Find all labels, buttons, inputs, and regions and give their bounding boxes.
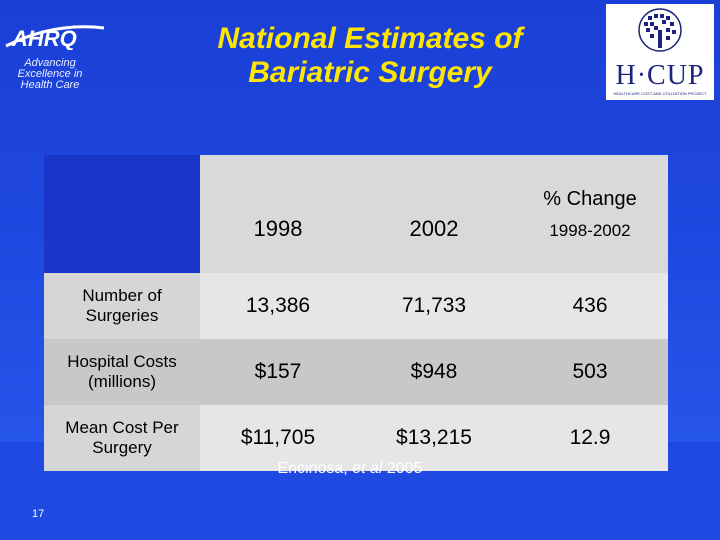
title-line-2: Bariatric Surgery bbox=[248, 56, 492, 89]
row-value-1998: $11,705 bbox=[200, 405, 356, 471]
header-1998: 1998 bbox=[200, 155, 356, 273]
row-value-1998: $157 bbox=[200, 339, 356, 405]
row-value-2002: 71,733 bbox=[356, 273, 512, 339]
row-value-2002: $13,215 bbox=[356, 405, 512, 471]
bariatric-surgery-table: 1998 2002 % Change 1998-2002 Number of S… bbox=[44, 155, 668, 471]
table-row: Hospital Costs (millions) $157 $948 503 bbox=[44, 339, 668, 405]
hcup-logo-text: H·CUP bbox=[615, 60, 705, 91]
citation-et-al: et al bbox=[352, 460, 383, 477]
ahrq-tagline: Advancing Excellence in Health Care bbox=[17, 57, 83, 91]
row-label: Number of Surgeries bbox=[44, 273, 200, 339]
table-header-row: 1998 2002 % Change 1998-2002 bbox=[44, 155, 668, 273]
row-label: Hospital Costs (millions) bbox=[44, 339, 200, 405]
citation-authors: Encinosa, bbox=[277, 460, 353, 477]
row-value-change: 12.9 bbox=[512, 405, 668, 471]
header-percent-change: % Change 1998-2002 bbox=[512, 155, 668, 273]
citation: Encinosa, et al 2005 bbox=[200, 460, 500, 478]
page-title: National Estimates of Bariatric Surgery bbox=[180, 22, 560, 90]
header-percent-change-line2: 1998-2002 bbox=[549, 220, 631, 240]
table-row: Number of Surgeries 13,386 71,733 436 bbox=[44, 273, 668, 339]
row-label: Mean Cost Per Surgery bbox=[44, 405, 200, 471]
header-percent-change-line1: % Change bbox=[543, 187, 637, 210]
header-2002: 2002 bbox=[356, 155, 512, 273]
hcup-logo: H·CUP HEALTHCARE COST AND UTILIZATION PR… bbox=[606, 4, 714, 100]
slide-number: 17 bbox=[32, 508, 45, 520]
row-value-change: 503 bbox=[512, 339, 668, 405]
ahrq-logo: AHRQ bbox=[5, 25, 105, 50]
citation-year: 2005 bbox=[382, 460, 423, 477]
row-value-1998: 13,386 bbox=[200, 273, 356, 339]
header-blank-cell bbox=[44, 155, 200, 273]
row-value-change: 436 bbox=[512, 273, 668, 339]
hcup-subtitle: HEALTHCARE COST AND UTILIZATION PROJECT bbox=[613, 91, 707, 96]
title-line-1: National Estimates of bbox=[217, 22, 523, 55]
row-value-2002: $948 bbox=[356, 339, 512, 405]
hcup-tree-icon bbox=[638, 8, 682, 52]
ahrq-logo-text: AHRQ bbox=[11, 26, 77, 50]
table-row: Mean Cost Per Surgery $11,705 $13,215 12… bbox=[44, 405, 668, 471]
